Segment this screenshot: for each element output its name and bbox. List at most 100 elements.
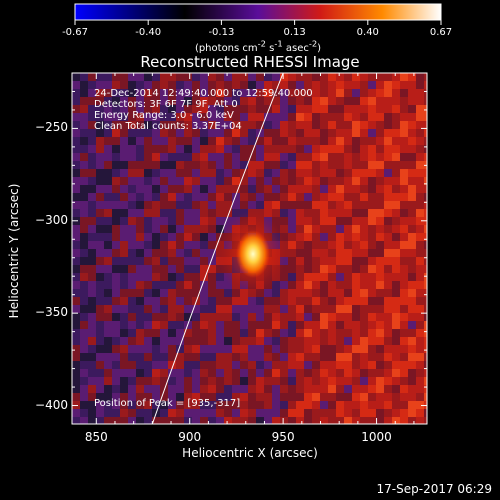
heatmap-cell — [128, 161, 137, 170]
heatmap-cell — [232, 121, 241, 130]
heatmap-cell — [384, 89, 393, 98]
heatmap-cell — [416, 121, 425, 130]
heatmap-cell — [320, 201, 329, 210]
heatmap-cell — [416, 217, 425, 226]
heatmap-cell — [112, 353, 121, 362]
heatmap-cell — [216, 89, 225, 98]
heatmap-cell — [200, 89, 209, 98]
heatmap-cell — [312, 273, 321, 282]
heatmap-cell — [224, 305, 233, 314]
heatmap-cell — [112, 177, 121, 186]
heatmap-cell — [152, 329, 161, 338]
heatmap-cell — [344, 177, 353, 186]
x-tick-label: 1000 — [361, 430, 392, 444]
heatmap-cell — [240, 377, 249, 386]
heatmap-cell — [176, 73, 185, 82]
heatmap-cell — [120, 145, 129, 154]
heatmap-cell — [96, 313, 105, 322]
heatmap-cell — [304, 105, 313, 114]
heatmap-cell — [152, 177, 161, 186]
heatmap-cell — [320, 305, 329, 314]
heatmap-cell — [72, 265, 81, 274]
heatmap-cell — [152, 97, 161, 106]
heatmap-cell — [312, 265, 321, 274]
heatmap-cell — [136, 233, 145, 242]
heatmap-cell — [400, 393, 409, 402]
heatmap-cell — [416, 281, 425, 290]
heatmap-cell — [416, 97, 425, 106]
heatmap-cell — [200, 313, 209, 322]
heatmap-cell — [400, 97, 409, 106]
heatmap-cell — [120, 401, 129, 410]
heatmap-cell — [136, 81, 145, 90]
heatmap-cell — [384, 209, 393, 218]
heatmap-cell — [152, 153, 161, 162]
heatmap-cell — [320, 185, 329, 194]
heatmap-cell — [80, 105, 89, 114]
heatmap-cell — [80, 361, 89, 370]
heatmap-cell — [320, 73, 329, 82]
heatmap-cell — [424, 89, 427, 98]
heatmap-cell — [264, 97, 273, 106]
heatmap-cell — [384, 393, 393, 402]
heatmap-cell — [80, 297, 89, 306]
heatmap-cell — [360, 233, 369, 242]
heatmap-cell — [88, 145, 97, 154]
heatmap-cell — [104, 273, 113, 282]
heatmap-cell — [304, 89, 313, 98]
heatmap-cell — [272, 297, 281, 306]
heatmap-cell — [384, 369, 393, 378]
heatmap-cell — [304, 393, 313, 402]
heatmap-cell — [280, 409, 289, 418]
heatmap-cell — [256, 385, 265, 394]
heatmap-cell — [96, 297, 105, 306]
heatmap-cell — [360, 225, 369, 234]
heatmap-cell — [232, 377, 241, 386]
heatmap-cell — [352, 361, 361, 370]
heatmap-cell — [80, 129, 89, 138]
heatmap-cell — [216, 409, 225, 418]
heatmap-cell — [272, 217, 281, 226]
heatmap-cell — [128, 313, 137, 322]
heatmap-cell — [216, 265, 225, 274]
heatmap-cell — [96, 129, 105, 138]
heatmap-cell — [360, 337, 369, 346]
heatmap-cell — [256, 137, 265, 146]
heatmap-cell — [168, 313, 177, 322]
heatmap-cell — [328, 297, 337, 306]
heatmap-cell — [360, 121, 369, 130]
heatmap-cell — [112, 369, 121, 378]
heatmap-cell — [80, 137, 89, 146]
heatmap-cell — [136, 177, 145, 186]
heatmap-cell — [216, 417, 225, 424]
heatmap-cell — [384, 385, 393, 394]
heatmap-cell — [360, 217, 369, 226]
heatmap-cell — [320, 409, 329, 418]
heatmap-cell — [416, 137, 425, 146]
heatmap-cell — [88, 209, 97, 218]
heatmap-cell — [176, 409, 185, 418]
heatmap-cell — [288, 297, 297, 306]
heatmap-cell — [376, 161, 385, 170]
heatmap-cell — [72, 409, 81, 418]
heatmap-cell — [184, 377, 193, 386]
heatmap-cell — [72, 345, 81, 354]
heatmap-cell — [72, 153, 81, 162]
heatmap-cell — [112, 81, 121, 90]
heatmap-cell — [96, 97, 105, 106]
heatmap-cell — [384, 193, 393, 202]
heatmap-cell — [408, 105, 417, 114]
heatmap-cell — [296, 377, 305, 386]
heatmap-cell — [344, 89, 353, 98]
heatmap-cell — [280, 161, 289, 170]
heatmap-cell — [88, 113, 97, 122]
heatmap-cell — [216, 313, 225, 322]
heatmap-cell — [72, 145, 81, 154]
heatmap-cell — [96, 209, 105, 218]
heatmap-cell — [264, 409, 273, 418]
heatmap-cell — [408, 417, 417, 424]
heatmap-cell — [312, 193, 321, 202]
heatmap-cell — [216, 201, 225, 210]
heatmap-cell — [160, 137, 169, 146]
heatmap-cell — [288, 201, 297, 210]
